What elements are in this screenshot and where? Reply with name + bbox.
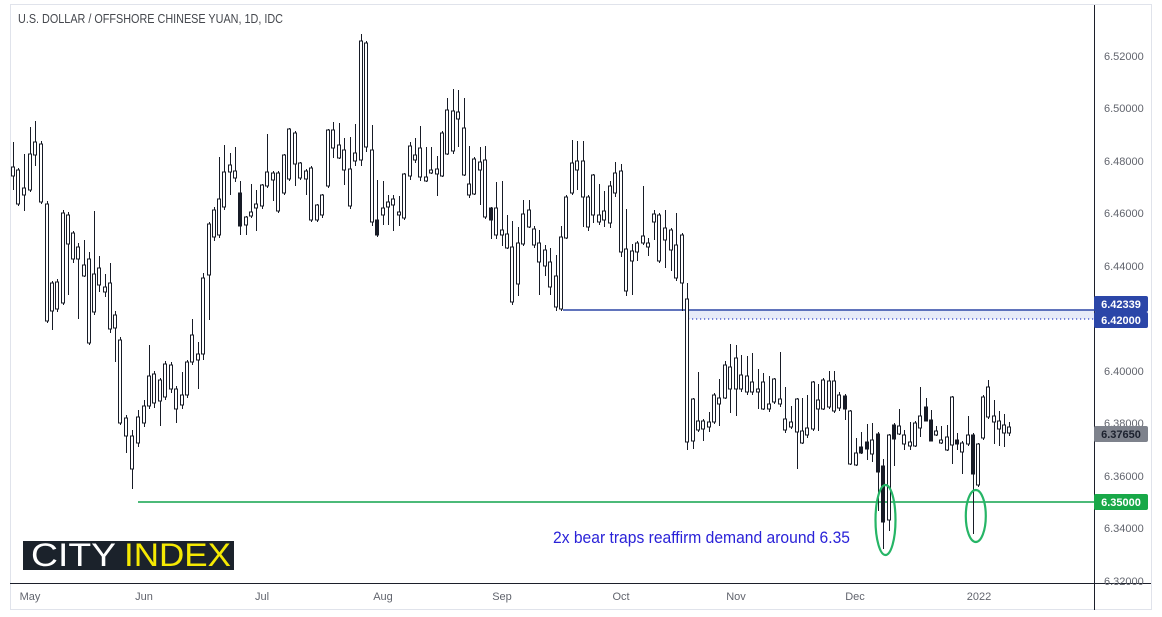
svg-text:Jun: Jun [135, 591, 153, 603]
svg-text:2x bear traps reaffirm demand: 2x bear traps reaffirm demand around 6.3… [553, 528, 850, 547]
svg-text:Dec: Dec [845, 591, 865, 603]
svg-text:Aug: Aug [373, 591, 393, 603]
svg-text:6.52000: 6.52000 [1104, 51, 1144, 63]
svg-text:6.42000: 6.42000 [1101, 315, 1141, 327]
svg-text:6.48000: 6.48000 [1104, 156, 1144, 168]
svg-text:6.42339: 6.42339 [1101, 299, 1141, 311]
svg-text:6.40000: 6.40000 [1104, 366, 1144, 378]
svg-text:Nov: Nov [726, 591, 746, 603]
svg-text:6.35000: 6.35000 [1101, 497, 1141, 509]
svg-text:2022: 2022 [967, 591, 991, 603]
svg-text:6.46000: 6.46000 [1104, 208, 1144, 220]
svg-text:6.44000: 6.44000 [1104, 261, 1144, 273]
svg-text:Oct: Oct [612, 591, 629, 603]
svg-text:Jul: Jul [255, 591, 269, 603]
svg-text:May: May [20, 591, 41, 603]
svg-text:6.32000: 6.32000 [1104, 576, 1144, 588]
svg-text:6.37650: 6.37650 [1101, 429, 1141, 441]
svg-text:CITY: CITY [31, 537, 116, 573]
svg-text:6.50000: 6.50000 [1104, 103, 1144, 115]
svg-text:Sep: Sep [492, 591, 512, 603]
svg-text:U.S. DOLLAR / OFFSHORE CHINESE: U.S. DOLLAR / OFFSHORE CHINESE YUAN, 1D,… [18, 12, 283, 26]
svg-text:INDEX: INDEX [124, 537, 231, 573]
svg-text:6.36000: 6.36000 [1104, 471, 1144, 483]
svg-text:6.34000: 6.34000 [1104, 523, 1144, 535]
